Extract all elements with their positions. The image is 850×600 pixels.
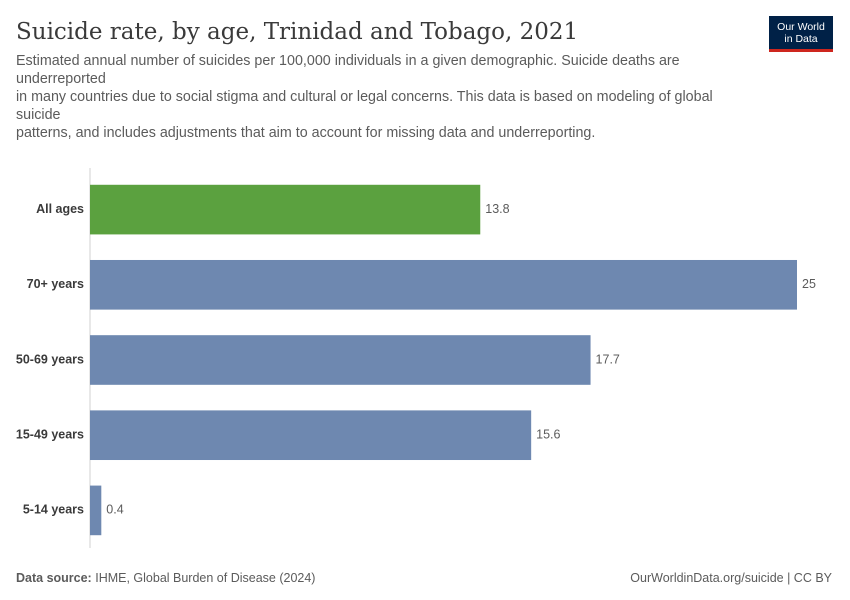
logo-text-line2: in Data xyxy=(784,32,818,45)
value-label: 25 xyxy=(802,277,816,291)
bar[interactable] xyxy=(90,335,591,385)
value-label: 13.8 xyxy=(485,202,509,216)
credit-link[interactable]: OurWorldinData.org/suicide | CC BY xyxy=(630,571,832,585)
value-label: 17.7 xyxy=(596,352,620,366)
bar[interactable] xyxy=(90,485,102,536)
category-label: 50-69 years xyxy=(16,352,84,366)
data-source-label: Data source: xyxy=(16,571,92,585)
value-label: 0.4 xyxy=(106,503,123,517)
owid-logo[interactable]: Our World in Data xyxy=(769,16,833,52)
bar[interactable] xyxy=(90,410,532,461)
category-label: All ages xyxy=(36,202,84,216)
bar[interactable] xyxy=(90,259,797,310)
data-source: Data source: IHME, Global Burden of Dise… xyxy=(16,570,315,586)
chart-subtitle: Estimated annual number of suicides per … xyxy=(16,52,746,142)
logo-text-line1: Our World xyxy=(777,20,825,33)
bar[interactable] xyxy=(90,184,481,235)
subtitle-line: patterns, and includes adjustments that … xyxy=(16,125,596,141)
category-label: 5-14 years xyxy=(23,503,84,517)
subtitle-line: Estimated annual number of suicides per … xyxy=(16,53,680,87)
category-label: 70+ years xyxy=(27,277,84,291)
chart-title: Suicide rate, by age, Trinidad and Tobag… xyxy=(16,19,579,45)
data-source-link[interactable]: IHME, Global Burden of Disease (2024) xyxy=(95,571,316,585)
category-label: 15-49 years xyxy=(16,427,84,441)
subtitle-line: in many countries due to social stigma a… xyxy=(16,89,713,123)
value-label: 15.6 xyxy=(536,427,560,441)
